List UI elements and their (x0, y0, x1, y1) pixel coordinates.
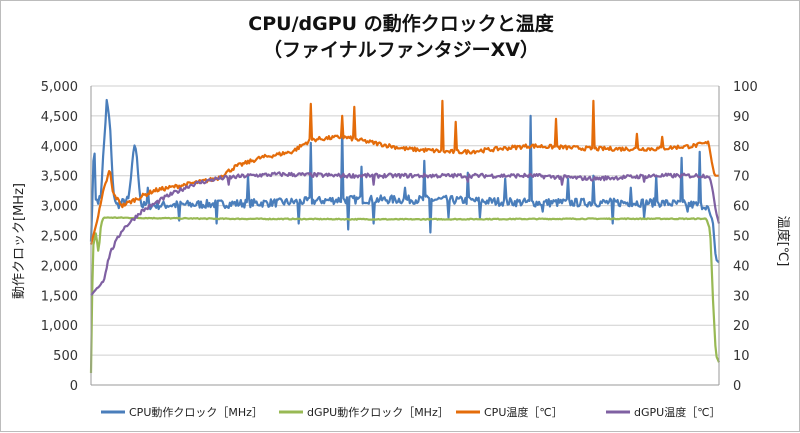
legend-label: CPU温度［℃］ (484, 405, 563, 419)
legend: CPU動作クロック［MHz］ dGPU動作クロック［MHz］ CPU温度［℃］ dGP… (101, 405, 721, 419)
y-tick-label: 4,500 (41, 110, 78, 125)
y-ticks: 0 500 1,000 1,500 2,000 2,500 3,000 3,500 4,000 4… (41, 80, 78, 394)
y-tick-label: 5,000 (41, 80, 78, 95)
chart-title: CPU/dGPU の動作クロックと温度 (248, 12, 554, 35)
y2-axis-label: 温度[℃] (775, 216, 791, 267)
y2-ticks: 0 10 20 30 40 50 60 70 80 90 100 (733, 80, 758, 394)
series-line (89, 98, 720, 264)
chart-subtitle: （ファイナルファンタジーXV） (263, 38, 539, 61)
y-tick-label: 0 (70, 379, 78, 394)
series-line (89, 216, 721, 374)
y2-tick-label: 10 (733, 349, 750, 364)
y-tick-label: 4,000 (41, 140, 78, 155)
series-line (90, 171, 721, 297)
legend-label: CPU動作クロック［MHz］ (129, 405, 263, 419)
y-tick-label: 2,500 (41, 230, 78, 245)
grid (91, 85, 719, 386)
axes (90, 86, 720, 386)
y-tick-label: 3,500 (41, 170, 78, 185)
y-tick-label: 2,000 (41, 259, 78, 274)
y2-tick-label: 80 (733, 140, 750, 155)
y-tick-label: 1,000 (41, 319, 78, 334)
legend-label: dGPU動作クロック［MHz］ (307, 405, 449, 419)
y-tick-label: 3,000 (41, 200, 78, 215)
y-axis-label: 動作クロック[MHz] (12, 183, 27, 299)
y2-tick-label: 50 (733, 230, 750, 245)
y2-tick-label: 0 (733, 379, 741, 394)
series-line (89, 99, 719, 245)
y2-tick-label: 40 (733, 259, 750, 274)
y-tick-label: 500 (53, 349, 78, 364)
y2-tick-label: 30 (733, 289, 750, 304)
legend-label: dGPU温度［℃］ (634, 405, 721, 419)
y2-tick-label: 60 (733, 200, 750, 215)
y2-tick-label: 20 (733, 319, 750, 334)
series-lines (89, 98, 721, 374)
y2-tick-label: 90 (733, 110, 750, 125)
y-tick-label: 1,500 (41, 289, 78, 304)
y2-tick-label: 70 (733, 170, 750, 185)
y2-tick-label: 100 (733, 80, 758, 95)
